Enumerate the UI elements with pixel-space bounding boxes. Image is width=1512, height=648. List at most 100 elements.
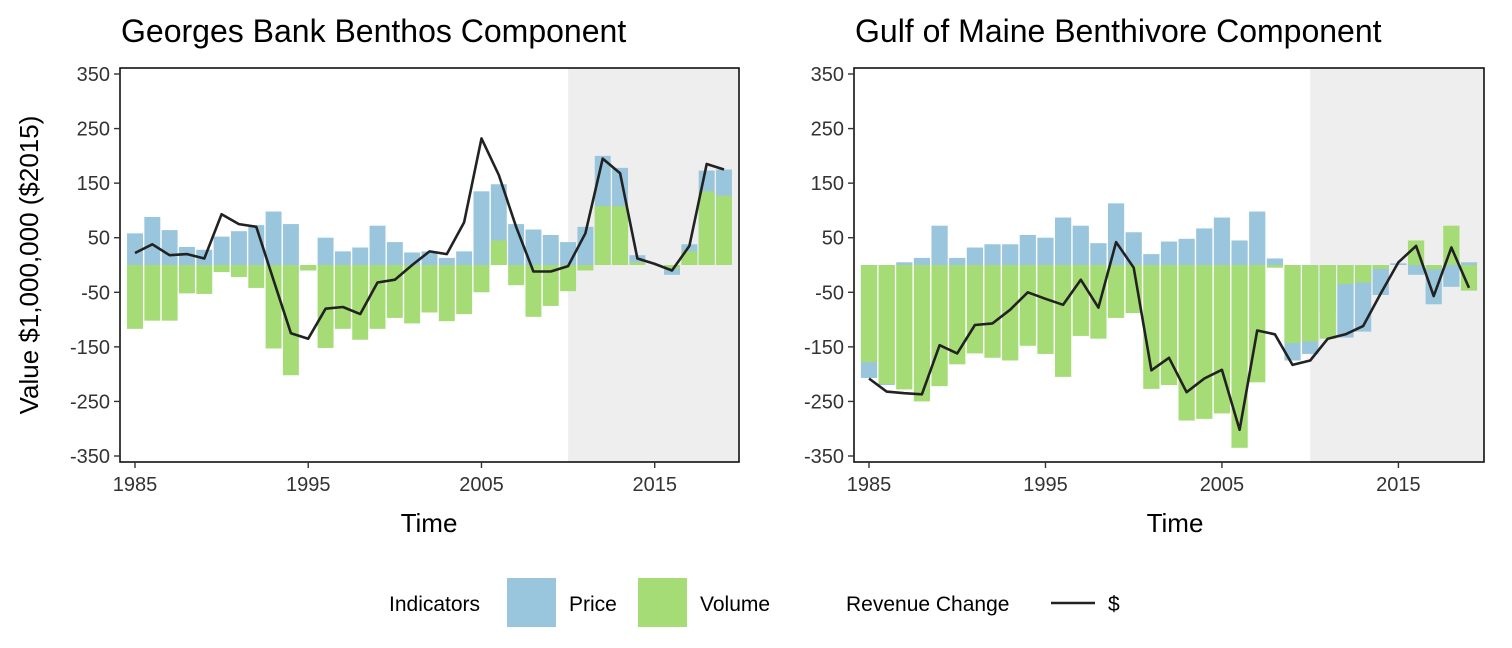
volume-bar xyxy=(594,206,611,265)
volume-bar xyxy=(860,265,878,363)
volume-bar xyxy=(966,265,983,354)
y-tick-label: 350 xyxy=(811,64,844,86)
volume-bar xyxy=(716,195,732,265)
volume-bar xyxy=(456,265,473,315)
price-bar xyxy=(213,236,230,265)
price-bar xyxy=(179,246,195,265)
price-bar xyxy=(949,257,966,265)
volume-bar xyxy=(1090,265,1107,339)
price-bar xyxy=(1143,254,1160,265)
x-tick-label: 2015 xyxy=(632,474,677,496)
y-tick-label: 150 xyxy=(77,173,110,195)
price-bar xyxy=(230,231,247,265)
price-bar xyxy=(317,237,334,265)
volume-bar xyxy=(473,265,490,293)
chart-title: Georges Bank Benthos Component xyxy=(121,13,626,49)
price-bar xyxy=(1072,225,1089,265)
y-tick-label: -350 xyxy=(804,446,844,468)
price-bar xyxy=(369,225,386,265)
volume-bar xyxy=(369,265,386,329)
price-bar xyxy=(438,257,455,265)
volume-bar xyxy=(1037,265,1054,354)
panel-border xyxy=(119,67,740,463)
volume-bar xyxy=(230,265,247,278)
x-tick-label: 1995 xyxy=(1023,474,1068,496)
price-bar xyxy=(265,211,282,265)
price-bar xyxy=(282,224,299,265)
volume-bar xyxy=(1284,265,1301,344)
legend-price-label: Price xyxy=(569,593,617,616)
price-bar xyxy=(1425,265,1442,305)
price-bar xyxy=(1372,265,1389,296)
price-bar xyxy=(966,247,983,265)
x-tick-label: 1985 xyxy=(113,474,158,496)
x-tick-label: 1985 xyxy=(847,474,892,496)
volume-bar xyxy=(681,251,698,265)
volume-bar xyxy=(386,265,403,318)
volume-bar xyxy=(1125,265,1142,314)
volume-bar xyxy=(317,265,334,348)
price-bar xyxy=(1055,217,1072,265)
volume-bar xyxy=(196,265,213,294)
volume-bar xyxy=(161,265,178,321)
price-bar xyxy=(1443,265,1460,287)
price-bar xyxy=(456,251,473,265)
price-bar xyxy=(1231,240,1248,265)
x-axis-label: Time xyxy=(401,508,458,538)
volume-bar xyxy=(577,265,594,271)
price-bar xyxy=(1196,228,1213,265)
volume-bar xyxy=(698,191,715,265)
legend-fill-title: Indicators xyxy=(389,593,480,616)
x-axis-label: Time xyxy=(1147,508,1204,538)
price-bar xyxy=(144,216,161,265)
chart-title: Gulf of Maine Benthivore Component xyxy=(855,13,1382,49)
y-tick-label: -150 xyxy=(804,337,844,359)
volume-bar xyxy=(1425,265,1442,270)
volume-bar xyxy=(508,265,525,286)
x-tick-label: 2005 xyxy=(459,474,504,496)
volume-bar xyxy=(300,265,317,271)
price-bar xyxy=(161,230,178,265)
y-tick-label: 350 xyxy=(77,64,110,86)
legend-volume-swatch xyxy=(638,578,687,627)
volume-bar xyxy=(1178,265,1195,421)
y-tick-label: -250 xyxy=(70,391,110,413)
volume-bar xyxy=(931,265,948,387)
price-bar xyxy=(404,252,421,265)
volume-bar xyxy=(1355,265,1372,283)
volume-bar xyxy=(542,265,559,306)
y-tick-label: -150 xyxy=(70,337,110,359)
volume-bar xyxy=(1266,265,1283,268)
volume-bar xyxy=(265,265,282,349)
volume-bar xyxy=(1019,265,1036,346)
price-bar xyxy=(473,191,490,265)
volume-bar xyxy=(612,206,629,265)
volume-bar xyxy=(1072,265,1089,336)
volume-bar xyxy=(282,265,299,376)
revenue-line xyxy=(868,240,1471,432)
y-tick-label: 50 xyxy=(88,228,110,250)
legend-volume-label: Volume xyxy=(700,593,770,616)
y-tick-label: -250 xyxy=(804,391,844,413)
legend: Indicators Price Volume Revenue Change $ xyxy=(389,578,1120,627)
price-bar xyxy=(386,242,403,265)
volume-bar xyxy=(127,265,143,329)
x-tick-label: 1995 xyxy=(286,474,331,496)
volume-bar xyxy=(1302,265,1319,342)
volume-bar xyxy=(421,265,438,313)
volume-bar xyxy=(1319,265,1336,339)
y-tick-label: -350 xyxy=(70,446,110,468)
volume-bar xyxy=(490,240,507,265)
volume-bar xyxy=(404,265,421,324)
price-bar xyxy=(1019,234,1036,265)
volume-bar xyxy=(1460,265,1478,291)
volume-bar xyxy=(179,265,195,294)
price-bar xyxy=(1178,238,1195,265)
price-bar xyxy=(334,251,351,265)
price-bar xyxy=(577,226,594,265)
legend-price-swatch xyxy=(507,578,556,627)
price-bar xyxy=(1002,244,1019,265)
volume-bar xyxy=(629,262,646,265)
